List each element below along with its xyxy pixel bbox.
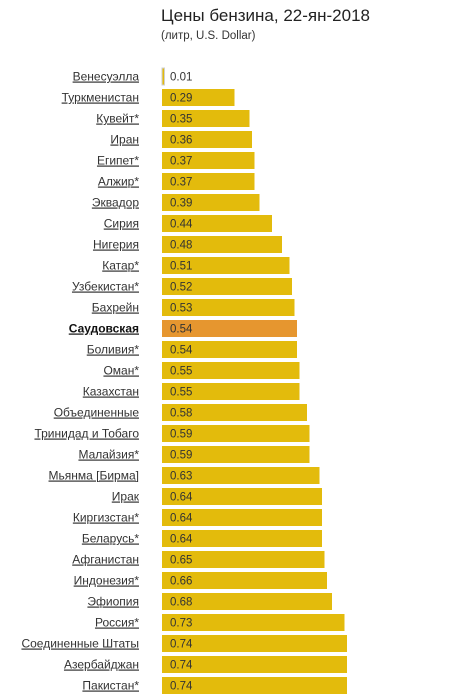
bar bbox=[162, 635, 347, 652]
bar bbox=[162, 488, 322, 505]
value-label: 0.44 bbox=[170, 219, 193, 231]
category-label[interactable]: Азербайджан bbox=[64, 658, 139, 672]
bar bbox=[162, 446, 310, 463]
category-label[interactable]: Катар* bbox=[102, 259, 139, 273]
value-label: 0.74 bbox=[170, 660, 193, 672]
bar bbox=[162, 530, 322, 547]
bar bbox=[162, 299, 295, 316]
category-label[interactable]: Афганистан bbox=[72, 553, 139, 567]
category-label[interactable]: Боливия* bbox=[87, 343, 140, 357]
bar bbox=[162, 677, 347, 694]
bar bbox=[162, 110, 250, 127]
category-label[interactable]: Оман* bbox=[103, 364, 139, 378]
chart-title: Цены бензина, 22-ян-2018 bbox=[161, 6, 370, 25]
bar bbox=[162, 404, 307, 421]
value-label: 0.37 bbox=[170, 177, 192, 189]
bar bbox=[162, 89, 235, 106]
bar bbox=[162, 593, 332, 610]
bar bbox=[162, 320, 297, 337]
value-label: 0.65 bbox=[170, 555, 192, 567]
value-label: 0.74 bbox=[170, 639, 193, 651]
category-label[interactable]: Венесуэлла bbox=[73, 70, 140, 84]
value-label: 0.66 bbox=[170, 576, 192, 588]
value-label: 0.01 bbox=[170, 72, 192, 84]
bar bbox=[162, 341, 297, 358]
value-label: 0.55 bbox=[170, 366, 192, 378]
value-label: 0.53 bbox=[170, 303, 192, 315]
category-label[interactable]: Тринидад и Тобаго bbox=[34, 427, 139, 441]
value-label: 0.37 bbox=[170, 156, 192, 168]
category-label[interactable]: Туркменистан bbox=[62, 91, 139, 105]
value-label: 0.51 bbox=[170, 261, 192, 273]
value-label: 0.39 bbox=[170, 198, 192, 210]
bar bbox=[162, 152, 255, 169]
bar bbox=[162, 215, 272, 232]
category-label[interactable]: Эфиопия bbox=[87, 595, 139, 609]
bar bbox=[162, 173, 255, 190]
category-label[interactable]: Россия* bbox=[95, 616, 139, 630]
category-label[interactable]: Казахстан bbox=[83, 385, 139, 399]
bar bbox=[162, 131, 252, 148]
value-label: 0.74 bbox=[170, 681, 193, 693]
category-label[interactable]: Эквадор bbox=[92, 196, 139, 210]
value-label: 0.52 bbox=[170, 282, 192, 294]
bar bbox=[162, 614, 345, 631]
value-label: 0.54 bbox=[170, 345, 193, 357]
bar bbox=[162, 572, 327, 589]
value-label: 0.59 bbox=[170, 429, 192, 441]
category-label[interactable]: Узбекистан* bbox=[72, 280, 139, 294]
bar bbox=[161, 67, 165, 86]
category-label[interactable]: Ирак bbox=[112, 490, 140, 504]
value-label: 0.64 bbox=[170, 534, 193, 546]
category-label[interactable]: Нигерия bbox=[93, 238, 139, 252]
category-label[interactable]: Индонезия* bbox=[74, 574, 140, 588]
bar bbox=[162, 383, 300, 400]
value-label: 0.58 bbox=[170, 408, 192, 420]
category-label[interactable]: Саудовская bbox=[69, 322, 139, 336]
category-label[interactable]: Малайзия* bbox=[78, 448, 139, 462]
bar bbox=[162, 467, 320, 484]
value-label: 0.55 bbox=[170, 387, 192, 399]
category-label[interactable]: Кувейт* bbox=[96, 112, 139, 126]
category-label[interactable]: Иран bbox=[110, 133, 139, 147]
bar bbox=[162, 551, 325, 568]
category-label[interactable]: Бахрейн bbox=[92, 301, 139, 315]
value-label: 0.36 bbox=[170, 135, 192, 147]
bar bbox=[162, 509, 322, 526]
value-label: 0.64 bbox=[170, 513, 193, 525]
category-label[interactable]: Сирия bbox=[104, 217, 139, 231]
bar bbox=[162, 236, 282, 253]
value-label: 0.64 bbox=[170, 492, 193, 504]
category-label[interactable]: Египет* bbox=[97, 154, 139, 168]
value-label: 0.73 bbox=[170, 618, 192, 630]
bar bbox=[162, 257, 290, 274]
value-label: 0.35 bbox=[170, 114, 192, 126]
value-label: 0.59 bbox=[170, 450, 192, 462]
category-label[interactable]: Беларусь* bbox=[82, 532, 139, 546]
value-label: 0.48 bbox=[170, 240, 192, 252]
category-label[interactable]: Соединенные Штаты bbox=[21, 637, 139, 651]
category-label[interactable]: Объединенные bbox=[54, 406, 140, 420]
value-label: 0.29 bbox=[170, 93, 192, 105]
bar bbox=[162, 656, 347, 673]
category-label[interactable]: Пакистан* bbox=[82, 679, 139, 693]
category-label[interactable]: Мьянма [Бирма] bbox=[49, 469, 139, 483]
category-label[interactable]: Алжир* bbox=[98, 175, 139, 189]
value-label: 0.63 bbox=[170, 471, 192, 483]
bar bbox=[162, 425, 310, 442]
bar bbox=[162, 362, 300, 379]
value-label: 0.54 bbox=[170, 324, 193, 336]
bar bbox=[162, 278, 292, 295]
bar bbox=[162, 194, 260, 211]
category-label[interactable]: Киргизстан* bbox=[73, 511, 139, 525]
chart-subtitle: (литр, U.S. Dollar) bbox=[161, 30, 256, 42]
value-label: 0.68 bbox=[170, 597, 192, 609]
